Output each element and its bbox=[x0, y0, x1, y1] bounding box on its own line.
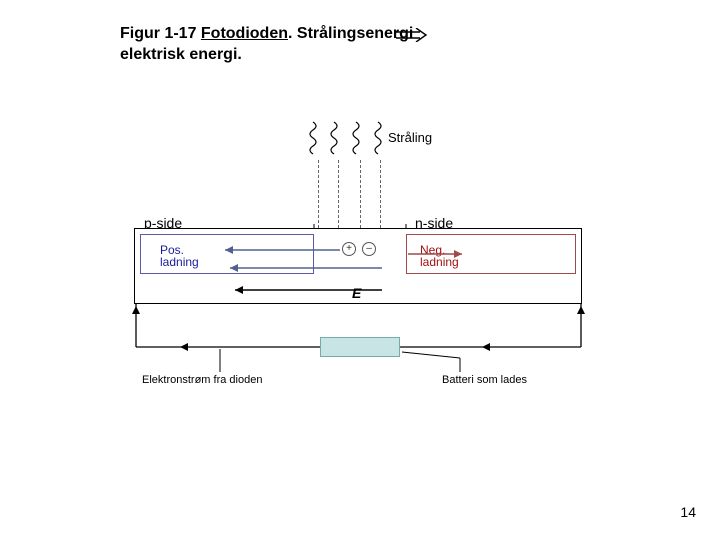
page-number: 14 bbox=[680, 504, 696, 520]
label-e-field: E bbox=[352, 285, 361, 301]
caption-prefix: Figur 1-17 bbox=[120, 25, 201, 42]
photodiode-diagram: Stråling p-side n-side Pos. ladning Neg.… bbox=[130, 120, 600, 420]
figure-caption: Figur 1-17 Fotodioden. Strålingsenergi e… bbox=[120, 24, 413, 66]
caption-underlined: Fotodioden bbox=[201, 25, 288, 42]
battery-box bbox=[320, 337, 400, 357]
caption-line2: elektrisk energi. bbox=[120, 46, 242, 63]
caption-arrow-icon bbox=[394, 28, 428, 42]
label-battery-charging: Batteri som lades bbox=[442, 374, 527, 386]
label-electron-current: Elektronstrøm fra dioden bbox=[142, 374, 262, 386]
